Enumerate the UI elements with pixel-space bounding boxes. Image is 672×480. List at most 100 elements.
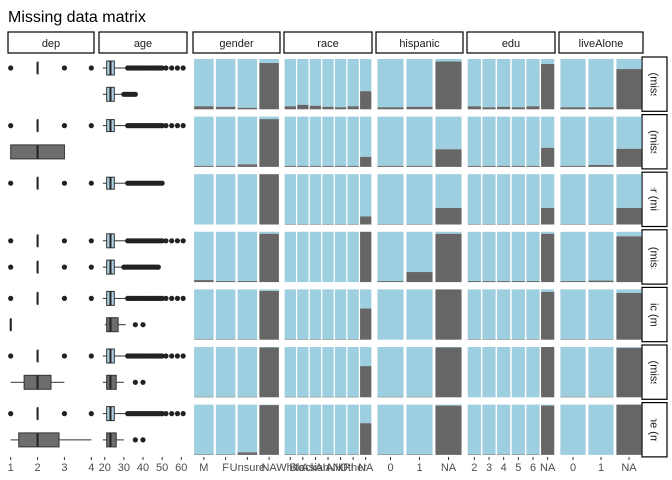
bar-missing-liveAlone-1	[588, 107, 614, 110]
box-outlier-point	[88, 65, 94, 71]
bar-observed-edu-3	[482, 231, 496, 282]
bar-observed-race-Other	[347, 174, 359, 224]
bar-missing-edu-2	[467, 339, 481, 340]
box-outlier-point	[169, 411, 175, 417]
row-strip-3	[641, 229, 668, 285]
row-strip-label: hispanic (missing)	[648, 271, 660, 359]
box-outlier-point	[88, 123, 94, 129]
bar-observed-gender-F	[215, 116, 236, 166]
box-outlier-point	[163, 353, 169, 359]
bar-observed-edu-2	[467, 404, 481, 455]
bar-observed-edu-2	[467, 174, 481, 224]
bar-missing-edu-6	[526, 106, 540, 110]
x-tick-label: NHPI	[327, 462, 353, 474]
bar-observed-hispanic-1	[406, 231, 433, 273]
bar-observed-edu-NA	[541, 404, 555, 406]
bar-missing-gender-NA	[259, 233, 279, 283]
bar-missing-edu-NA	[541, 347, 555, 398]
bar-observed-gender-M	[194, 404, 214, 455]
bar-observed-gender-NA	[259, 231, 279, 234]
bar-observed-race-Black	[297, 174, 309, 224]
column-strip-label: liveAlone	[579, 38, 624, 50]
bar-missing-edu-2	[467, 281, 481, 283]
bar-missing-gender-Unsure	[237, 281, 258, 283]
bar-missing-liveAlone-1	[588, 280, 614, 283]
bar-missing-hispanic-1	[406, 272, 433, 283]
box-outlier-point	[169, 123, 175, 129]
bar-missing-liveAlone-0	[560, 339, 586, 340]
x-tick-label: AIAN	[315, 462, 341, 474]
bar-missing-race-Black	[297, 339, 309, 340]
bar-observed-edu-6	[526, 116, 540, 166]
bar-missing-edu-4	[497, 454, 511, 455]
bar-observed-edu-2	[467, 59, 481, 107]
bar-observed-race-White	[284, 174, 296, 224]
bar-observed-race-Asian	[309, 59, 322, 106]
x-tick-label: 1	[8, 462, 14, 474]
bar-observed-hispanic-0	[377, 174, 404, 224]
bar-missing-hispanic-1	[406, 454, 433, 455]
bar-missing-edu-4	[497, 106, 511, 110]
bar-missing-edu-NA	[541, 64, 555, 110]
bar-missing-race-Asian	[309, 165, 322, 167]
bar-missing-edu-3	[482, 223, 496, 225]
bar-missing-gender-M	[194, 339, 214, 340]
bar-missing-edu-NA	[541, 291, 555, 340]
bar-missing-edu-5	[511, 223, 525, 225]
bar-observed-race-NHPI	[334, 59, 347, 108]
bar-observed-gender-F	[215, 289, 236, 340]
bar-observed-liveAlone-NA	[616, 347, 642, 349]
x-tick-label: 1	[416, 462, 422, 474]
bar-observed-race-NA	[360, 59, 372, 92]
column-strip-label: edu	[502, 38, 520, 50]
bar-observed-liveAlone-NA	[616, 289, 642, 293]
bar-observed-edu-5	[511, 289, 525, 340]
bar-observed-race-Black	[297, 347, 309, 397]
bar-missing-edu-6	[526, 281, 540, 283]
bar-observed-edu-4	[497, 174, 511, 224]
bar-observed-hispanic-0	[377, 347, 404, 397]
bar-observed-hispanic-1	[406, 174, 433, 224]
bar-observed-race-NHPI	[334, 116, 347, 166]
bar-missing-gender-F	[215, 339, 236, 340]
box-iqr	[18, 432, 60, 448]
bar-missing-liveAlone-1	[588, 396, 614, 398]
box-outlier-point	[159, 65, 165, 71]
bar-observed-hispanic-1	[406, 116, 433, 166]
box-outlier-point	[180, 411, 186, 417]
bar-observed-edu-4	[497, 404, 511, 455]
box-outlier-point	[140, 379, 146, 385]
bar-observed-race-Other	[347, 347, 359, 397]
bar-observed-edu-5	[511, 59, 525, 108]
bar-observed-race-Asian	[309, 404, 322, 455]
box-outlier-point	[61, 353, 68, 359]
box-outlier-point	[159, 353, 165, 359]
box-outlier-point	[88, 180, 94, 186]
bar-missing-race-White	[284, 165, 296, 167]
bar-missing-race-NA	[360, 308, 372, 340]
bar-missing-edu-3	[482, 281, 496, 283]
bar-observed-race-Black	[297, 231, 309, 283]
bar-observed-race-Other	[347, 231, 359, 283]
bar-missing-race-White	[284, 339, 296, 340]
bar-missing-race-NHPI	[334, 396, 347, 398]
bar-missing-liveAlone-NA	[616, 69, 642, 110]
bar-observed-race-AIAN	[322, 116, 334, 166]
box-outlier-point	[174, 295, 181, 301]
row-strip-0	[641, 56, 668, 112]
x-tick-label: 4	[88, 462, 94, 474]
box-outlier-point	[61, 238, 68, 244]
bar-missing-gender-M	[194, 165, 214, 167]
bar-missing-gender-NA	[259, 405, 279, 455]
bar-observed-liveAlone-0	[560, 404, 586, 455]
bar-observed-edu-5	[511, 231, 525, 282]
bar-observed-gender-F	[215, 231, 236, 282]
bar-missing-race-White	[284, 106, 296, 110]
bar-observed-edu-3	[482, 59, 496, 108]
bar-missing-liveAlone-1	[588, 339, 614, 340]
x-tick-label: 4	[501, 462, 507, 474]
bar-missing-gender-F	[215, 396, 236, 398]
bar-observed-gender-NA	[259, 347, 279, 348]
bar-observed-gender-NA	[259, 404, 279, 406]
bar-observed-gender-M	[194, 347, 214, 397]
